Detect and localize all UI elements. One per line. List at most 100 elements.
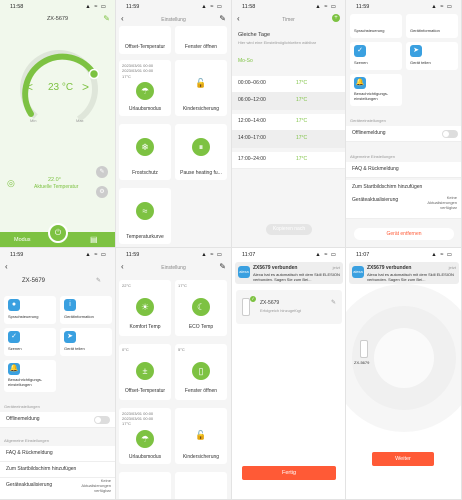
timer-range: 14:00–17:00 [238,135,266,141]
offline-toggle[interactable] [442,130,458,138]
tile-scenes[interactable]: ✓ Szenen [4,328,56,356]
found-device-image[interactable] [360,340,368,358]
copy-button[interactable]: Kopieren nach [266,224,312,235]
decrease-arrow[interactable]: < [26,80,34,94]
card-window[interactable]: Fenster öffnen [175,26,227,54]
card-child-lock[interactable]: 🔓 Kindersicherung [175,60,227,116]
tile-notifications[interactable]: 🔔 Benachrichtigungs- einstellungen [350,74,402,106]
device-image [242,298,250,316]
remove-device-button[interactable]: Gerät entfernen [354,228,454,240]
unlock-icon: 🔓 [195,430,207,440]
status-bar: 11:07 ▲ ≈ ▭ [232,248,345,262]
share-icon: ➤ [64,331,76,343]
card-partial-1[interactable] [119,472,171,499]
card-pause-heating[interactable]: ⏸ Pause heating fu... [175,124,227,180]
card-partial-2[interactable] [175,472,227,499]
card-vacation[interactable]: 2023/03/01 00:00 2023/03/01 00:00 17°C ☂ U… [119,408,171,464]
card-label: Offset-Temperatur [124,43,166,50]
status-bar: 11:07 ▲ ≈ ▭ [346,248,461,262]
card-temperature-curve[interactable]: ≈ Temperaturkurve [119,188,171,244]
faq-row[interactable]: FAQ & Rückmeldung [0,446,115,462]
tile-device-info[interactable]: Gerätinformation [406,14,458,38]
add-icon[interactable]: + [332,14,340,22]
bell-icon: 🔔 [354,77,366,89]
settings-icon[interactable]: ⚙ [96,186,108,198]
back-icon[interactable]: ‹ [237,14,240,23]
pencil-icon[interactable]: ✎ [96,166,108,178]
card-child-lock[interactable]: 🔓 Kindersicherung [175,408,227,464]
checkmark-icon: ✓ [354,45,366,57]
next-button[interactable]: Weiter [372,452,434,466]
edit-icon[interactable]: ✎ [219,262,226,271]
offline-toggle[interactable] [94,416,110,424]
card-eco[interactable]: 17°C ☾ ECO Temp [175,280,227,336]
timer-row[interactable]: 06:00–12:00 17°C [232,93,345,110]
timer-row[interactable]: 14:00–17:00 17°C [232,131,345,148]
increase-arrow[interactable]: > [82,80,90,94]
alexa-app-icon: alexa [238,266,250,278]
firmware-row[interactable]: Geräteaktualisierung Keine Aktualisierung… [346,193,461,219]
status-bar: 11:59 ▲ ≈ ▭ [116,248,231,262]
schedule-icon[interactable]: ▤ [90,235,98,244]
curve-icon: ≈ [136,202,154,220]
edit-icon[interactable]: ✎ [330,300,336,306]
added-device-card[interactable]: ✓ ZX-5679 Erfolgreich hinzugefügt ✎ [236,290,342,324]
edit-icon[interactable]: ✎ [103,14,110,23]
edit-icon[interactable]: ✎ [219,14,226,23]
alexa-notification[interactable]: alexa ZX5679 verbunden jetzt Alexa hat e… [349,262,459,284]
tile-voice[interactable]: Sprachsteuerung [350,14,402,38]
card-frost[interactable]: ❄ Frostschutz [119,124,171,180]
timer-row[interactable]: 12:00–14:00 17°C [232,114,345,131]
firmware-row[interactable]: Geräteaktualisierung Keine Aktualisierung… [0,478,115,499]
row-label: Zum Startbildschirm hinzufügen [352,184,423,190]
tile-scenes[interactable]: ✓ Szenen [350,42,402,70]
share-icon: ➤ [410,45,422,57]
add-homescreen-row[interactable]: Zum Startbildschirm hinzufügen [0,462,115,478]
offline-notification-row: Offlinemeldung [0,412,115,428]
notification-time: jetzt [448,265,456,270]
tile-notifications[interactable]: 🔔 Benachrichtigungs- einstellungen [4,360,56,392]
tile-share[interactable]: ➤ Gerät teilen [406,42,458,70]
temperature-dial[interactable] [14,44,104,134]
timer-row[interactable]: 17:00–24:00 17°C [232,152,345,169]
power-button[interactable]: ⏻ [48,223,68,243]
edit-icon[interactable]: ✎ [95,278,101,284]
card-vacation[interactable]: 2023/03/01 00:00 2023/03/01 00:00 17°C ☂… [119,60,171,116]
tile-label: Benachrichtigungs- einstellungen [8,377,43,387]
card-offset[interactable]: Offset-Temperatur [119,26,171,54]
back-icon[interactable]: ‹ [121,14,124,23]
alexa-notification[interactable]: alexa ZX5679 verbunden jetzt Alexa hat e… [235,262,343,284]
tile-label: Sprachsteuerung [354,28,385,33]
row-label: Zum Startbildschirm hinzufügen [6,466,77,472]
tile-voice[interactable]: ● Sprachsteuerung [4,296,56,324]
checkmark-icon: ✓ [8,331,20,343]
status-icons: ▲ ≈ ▭ [201,4,223,10]
tile-share[interactable]: ➤ Gerät teilen [60,328,112,356]
back-icon[interactable]: ‹ [5,262,8,271]
panel-timer: 11:58 ▲ ≈ ▭ ‹ Timer + Gleiche Tage Hier w… [232,0,346,248]
tile-device-info[interactable]: i Gerätinformation [60,296,112,324]
card-window[interactable]: 5°C ▯ Fenster öffnen [175,344,227,400]
tile-label: Szenen [8,346,22,351]
back-icon[interactable]: ‹ [121,262,124,271]
status-bar: 11:58 ▲ ≈ ▭ [0,0,115,14]
done-button[interactable]: Fertig [242,466,336,480]
notification-body: Alexa hat es automatisch mit dem Skill E… [253,272,340,282]
timer-row[interactable]: 00:00–06:00 17°C [232,76,345,93]
card-offset[interactable]: 0°C ± Offset-Temperatur [119,344,171,400]
section-device-settings: Geräteeinstellungen [4,404,40,409]
voice-icon: ● [8,299,20,311]
status-time: 11:58 [10,4,24,10]
card-label: Fenster öffnen [184,387,218,394]
panel-device-settings-top: 11:59 ▲ ≈ ▭ ‹ ZX-5679 ✎ ● Sprachsteuerung … [0,248,116,500]
tab-modus[interactable]: Modus [14,237,31,243]
status-time: 11:59 [126,4,140,10]
card-comfort[interactable]: 22°C ☀ Komfort Temp [119,280,171,336]
tile-label: Gerätinformation [410,28,440,33]
days-label[interactable]: Mo-So [238,58,253,64]
faq-row[interactable]: FAQ & Rückmeldung [346,162,461,178]
card-temp: 0°C [122,347,129,352]
notification-time: jetzt [332,265,340,270]
timer-range: 00:00–06:00 [238,80,266,86]
